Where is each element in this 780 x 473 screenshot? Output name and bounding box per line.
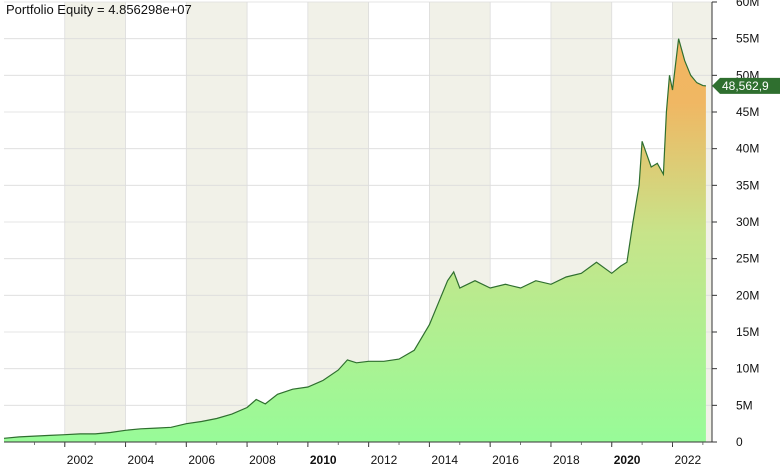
- x-tick-label: 2008: [249, 453, 276, 467]
- last-value-badge: [712, 77, 780, 94]
- x-tick-label: 2018: [553, 453, 580, 467]
- equity-area: [3, 38, 706, 442]
- y-tick-label: 40M: [736, 142, 759, 156]
- x-tick-label: 2010: [310, 453, 337, 467]
- y-tick-label: 20M: [736, 288, 759, 302]
- last-value-label: 48,562,9: [722, 79, 769, 93]
- x-tick-label: 2002: [67, 453, 94, 467]
- y-tick-label: 15M: [736, 325, 759, 339]
- y-tick-label: 35M: [736, 178, 759, 192]
- y-tick-label: 30M: [736, 215, 759, 229]
- y-tick-label: 5M: [736, 398, 753, 412]
- last-value-marker: 48,562,9: [712, 77, 780, 94]
- x-tick-label: 2006: [188, 453, 215, 467]
- chart-title: Portfolio Equity = 4.856298e+07: [6, 2, 192, 17]
- equity-fill: [4, 38, 706, 442]
- y-tick-label: 25M: [736, 252, 759, 266]
- y-tick-label: 0: [736, 435, 743, 449]
- x-tick-label: 2016: [492, 453, 519, 467]
- y-tick-label: 10M: [736, 362, 759, 376]
- y-tick-label: 60M: [736, 0, 759, 9]
- x-tick-label: 2020: [614, 453, 641, 467]
- x-tick-label: 2004: [128, 453, 155, 467]
- equity-line: [3, 38, 706, 439]
- y-tick-label: 45M: [736, 105, 759, 119]
- x-tick-label: 2022: [674, 453, 701, 467]
- x-axis-ticks: 2002 2004 2006 2008 2010 2012 2014 2016 2018 2020…: [33, 442, 704, 467]
- y-tick-label: 55M: [736, 32, 759, 46]
- x-tick-label: 2012: [371, 453, 398, 467]
- x-tick-label: 2014: [431, 453, 458, 467]
